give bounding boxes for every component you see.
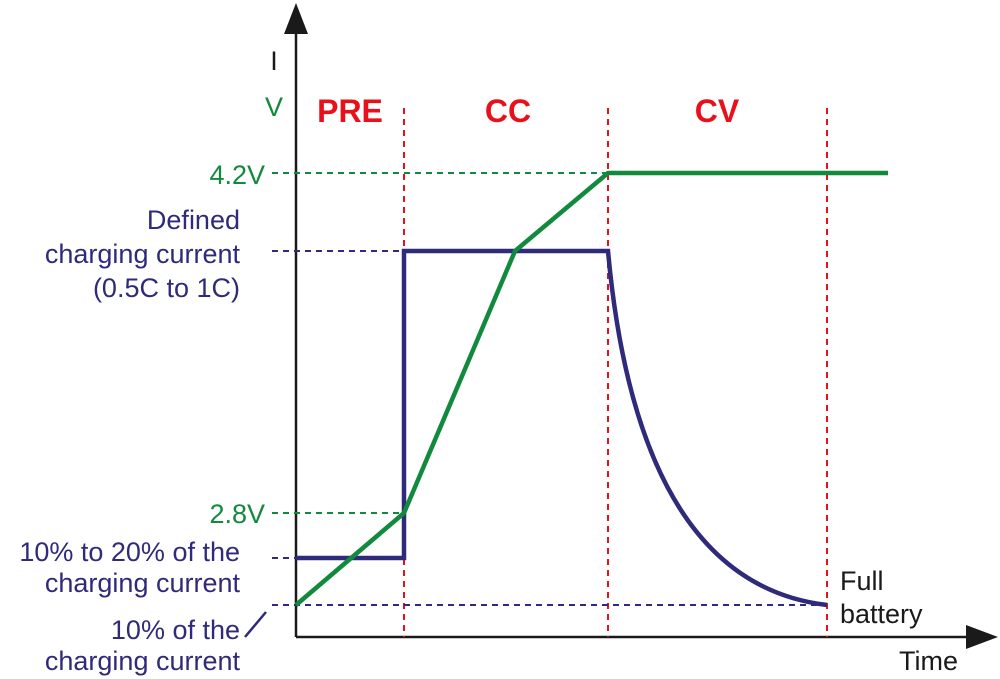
termination-current-label-line2: charging current [45, 646, 241, 676]
voltage-label-4v2: 4.2V [209, 160, 265, 190]
y-axis-label-current: I [270, 46, 278, 76]
voltage-curve [294, 170, 888, 607]
y-axis-arrow-icon [284, 3, 308, 34]
pre-current-label-line2: charging current [45, 568, 241, 598]
phase-label-cv: CV [695, 93, 740, 129]
phase-label-cc: CC [485, 93, 531, 129]
defined-current-label-line3: (0.5C to 1C) [93, 273, 240, 303]
full-battery-label-line2: battery [840, 599, 923, 629]
voltage-label-2v8: 2.8V [209, 499, 265, 529]
termination-current-label-line1: 10% of the [111, 615, 240, 645]
current-curve [296, 248, 828, 608]
defined-current-label-line2: charging current [45, 239, 241, 269]
x-axis-label: Time [899, 646, 958, 676]
full-battery-label-line1: Full [840, 566, 884, 596]
x-axis-arrow-icon [966, 625, 998, 649]
defined-current-label-line1: Defined [147, 205, 240, 235]
y-axis-label-voltage: V [265, 92, 283, 122]
phase-label-pre: PRE [317, 93, 383, 129]
termination-leader-line [244, 611, 267, 638]
pre-current-label-line1: 10% to 20% of the [19, 537, 240, 567]
